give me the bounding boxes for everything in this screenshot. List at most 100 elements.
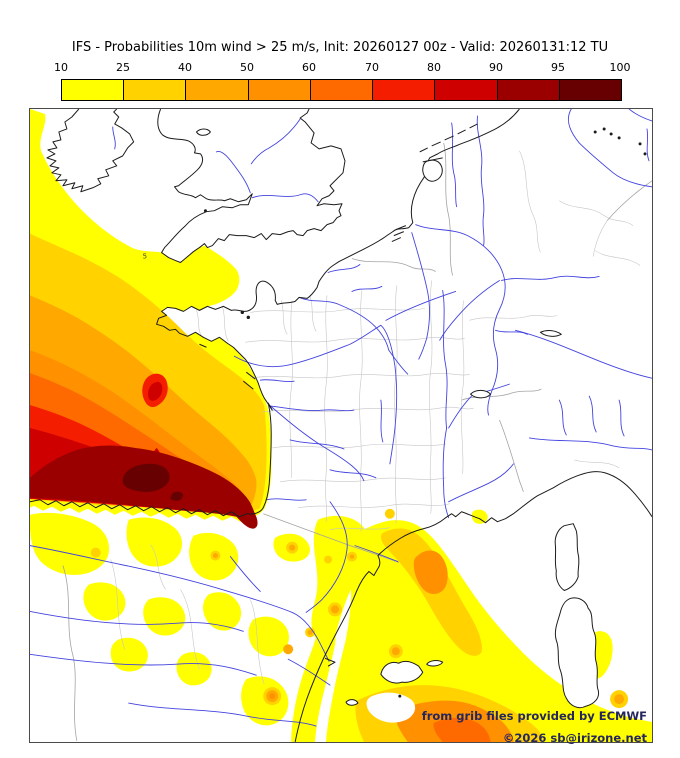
coast-corsica (554, 523, 580, 591)
german-lake (593, 130, 597, 134)
german-lake (602, 127, 606, 131)
river-lot (289, 439, 345, 450)
river-spree (646, 128, 650, 162)
river-oise (351, 285, 383, 292)
river-jucar (287, 658, 331, 686)
colorbar-segment (373, 80, 436, 100)
river-tajo (30, 653, 257, 676)
deep-orange-spot (269, 693, 276, 700)
river-main (501, 275, 600, 281)
white-hole (366, 692, 416, 723)
spain-patch (110, 637, 148, 672)
colorbar-tick-label: 70 (365, 61, 379, 74)
river-meuse (411, 232, 430, 360)
coast-belle-ile (199, 343, 207, 348)
small-island (398, 694, 402, 698)
orange-spot (614, 694, 625, 705)
colorbar-tick-label: 50 (240, 61, 254, 74)
contour-band-95 (122, 463, 170, 492)
river-elbe (568, 109, 652, 188)
coast-continent (30, 109, 520, 518)
river-elbe2 (628, 109, 652, 122)
border-fr-it (499, 419, 524, 492)
bottom-deep-orange (433, 717, 491, 742)
coast-britain (157, 109, 346, 264)
map-canvas: 5 (30, 109, 652, 742)
med-plume-orange (413, 550, 448, 594)
river-seine (298, 296, 390, 351)
coast-zeeland-islands (391, 225, 406, 243)
river-alpine2 (588, 395, 597, 433)
river-ebro (30, 545, 330, 662)
spain-patch (203, 592, 242, 631)
border-portugal (62, 565, 78, 742)
coast-wadden-islands (419, 123, 478, 153)
colorbar-segment (62, 80, 125, 100)
coast-sardinia (554, 597, 600, 709)
spain-patch (83, 582, 126, 621)
spain-patch (126, 517, 183, 567)
river-rhone-upper (448, 395, 473, 429)
border-belgium (351, 258, 436, 272)
river-danube (514, 329, 652, 379)
river-alpine3 (618, 399, 625, 437)
river-alpine1 (558, 399, 567, 436)
gold-spot (384, 508, 395, 519)
coast-ijsselmeer (422, 159, 443, 182)
river-duero (30, 610, 244, 632)
lundy-island (203, 209, 207, 213)
colorbar-tick-label: 25 (116, 61, 130, 74)
spain-patch (248, 616, 289, 657)
river-allier (380, 399, 384, 443)
contour-band-80-spot (148, 382, 163, 401)
german-lake (617, 136, 621, 140)
river-aude (354, 545, 399, 563)
channel-island (240, 310, 245, 315)
river-rhone (442, 427, 450, 519)
river-yonne (388, 349, 409, 375)
page-title: IFS - Probabilities 10m wind > 25 m/s, I… (71, 40, 609, 55)
river-segre (305, 501, 348, 613)
border-pyrenees (263, 513, 399, 563)
orange-spot (331, 605, 340, 614)
colorbar-segment (124, 80, 187, 100)
gold-spot (90, 547, 101, 558)
marseille-yellow (471, 509, 488, 524)
river-durance (448, 463, 514, 503)
gold-spot (324, 555, 333, 564)
german-lake (643, 152, 647, 156)
orange-spot (307, 629, 313, 635)
colorbar-tick-label: 90 (489, 61, 503, 74)
colorbar-segment (559, 80, 621, 100)
coast-ibiza (345, 699, 359, 706)
coast-re-oleron (243, 371, 256, 390)
river-adour (265, 498, 307, 501)
river-somme (327, 264, 361, 273)
contour-label: 5 (143, 253, 147, 261)
channel-island (246, 315, 250, 320)
colorbar-tick-label: 10 (54, 61, 68, 74)
river-saone (442, 289, 448, 429)
orange-spot (349, 554, 354, 559)
river-marne (385, 290, 457, 321)
coast-ireland (46, 109, 135, 193)
rivers (30, 109, 652, 727)
spain-patch (176, 652, 212, 686)
colorbar-tick-label: 100 (609, 61, 631, 74)
coastal-strip (291, 607, 336, 742)
coast-menorca (426, 660, 444, 667)
colorbar-tick-label: 80 (427, 61, 441, 74)
coast-anglesey (195, 128, 211, 136)
colorbar-segment (248, 80, 311, 100)
credit-copyright: ©2026 sb@irizone.net (502, 731, 647, 745)
coast-mediterranean (294, 471, 652, 742)
orange-spot (289, 544, 296, 551)
colorbar-tick-labels: 10 25 40 50 60 70 80 90 95 100 (0, 61, 680, 75)
river-garonne (267, 403, 365, 482)
colorbar-segment (497, 80, 560, 100)
river-loire (233, 324, 398, 465)
colorbar-segment (310, 80, 374, 100)
river-ems (451, 122, 458, 208)
river-guadiana (128, 702, 317, 727)
